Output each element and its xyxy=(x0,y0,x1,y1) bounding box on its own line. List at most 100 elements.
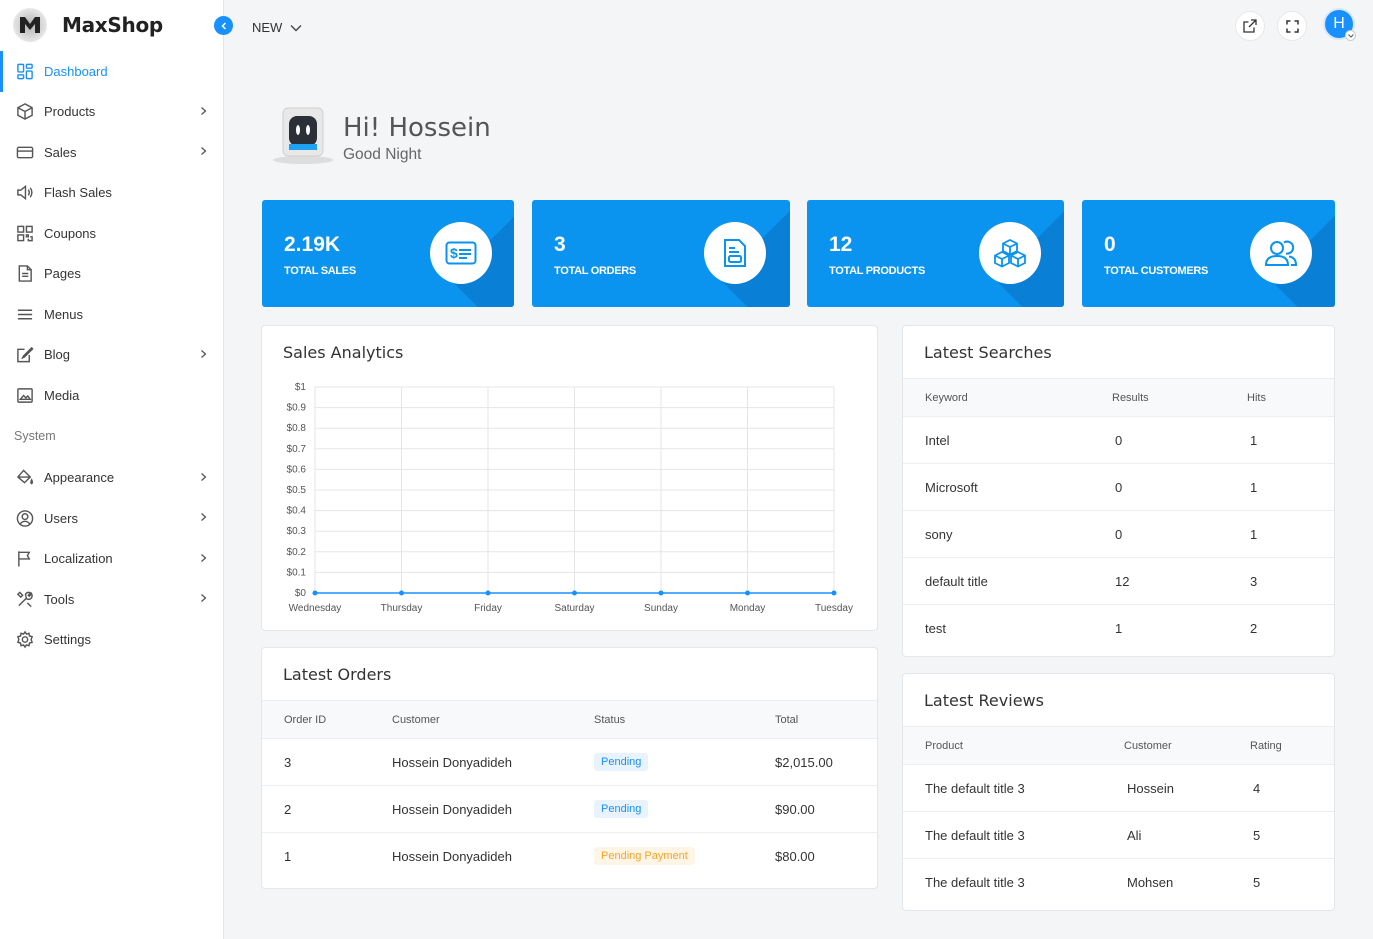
data-point xyxy=(399,590,404,596)
status-badge: Pending xyxy=(594,753,649,771)
stat-card-total-sales[interactable]: 2.19K Total Sales $ xyxy=(262,200,514,307)
brand[interactable]: MaxShop xyxy=(0,0,223,50)
sidebar-item-label: Menus xyxy=(44,306,84,322)
chevron-right-icon xyxy=(201,147,207,155)
sidebar: MaxShop Dashboard Products Sales Flash Sale… xyxy=(0,0,224,939)
sidebar-collapse-button[interactable] xyxy=(214,16,233,35)
fullscreen-button[interactable] xyxy=(1277,11,1307,41)
sidebar-item-sales[interactable]: Sales xyxy=(0,132,223,173)
stat-label: Total Customers xyxy=(1104,265,1209,277)
stat-value: 3 xyxy=(554,233,566,256)
external-link-icon xyxy=(1243,19,1257,33)
sidebar-item-coupons[interactable]: Coupons xyxy=(0,213,223,254)
credit-card-icon xyxy=(16,143,34,161)
review-product: The default title 3 xyxy=(903,811,1124,859)
data-point xyxy=(572,590,577,596)
sidebar-item-label: Flash Sales xyxy=(44,185,112,201)
sidebar-item-menus[interactable]: Menus xyxy=(0,294,223,335)
stat-card-total-products[interactable]: 12 Total Products xyxy=(807,200,1064,307)
search-hits: 1 xyxy=(1247,416,1334,464)
table-row[interactable]: 2 Hossein Donyadideh Pending $90.00 xyxy=(262,785,877,833)
greeting-subtitle: Good Night xyxy=(343,146,422,163)
sidebar-item-media[interactable]: Media xyxy=(0,375,223,416)
y-tick-label: $0.8 xyxy=(287,423,307,434)
sidebar-item-localization[interactable]: Localization xyxy=(0,539,223,580)
sidebar-item-appearance[interactable]: Appearance xyxy=(0,458,223,499)
search-keyword: default title xyxy=(903,557,1112,605)
users-icon xyxy=(1250,222,1312,284)
search-results: 0 xyxy=(1112,463,1247,511)
brand-name: MaxShop xyxy=(62,13,163,37)
sidebar-item-label: Blog xyxy=(44,347,71,363)
stat-card-total-customers[interactable]: 0 Total Customers xyxy=(1082,200,1335,307)
stat-label: Total Sales xyxy=(284,265,356,277)
table-header-row: Product Customer Rating xyxy=(903,726,1334,765)
sidebar-item-label: Localization xyxy=(44,551,113,567)
table-row: sony 0 1 xyxy=(903,510,1334,558)
review-product: The default title 3 xyxy=(903,764,1124,812)
page-icon xyxy=(16,265,34,283)
search-results: 12 xyxy=(1112,557,1247,605)
x-tick-label: Wednesday xyxy=(289,603,342,614)
order-id[interactable]: 3 xyxy=(262,738,392,786)
new-dropdown[interactable]: NEW xyxy=(252,20,302,35)
latest-orders-panel: Latest Orders Order ID Customer Status T… xyxy=(261,647,878,889)
user-avatar[interactable]: H xyxy=(1323,8,1356,41)
user-circle-icon xyxy=(16,509,34,527)
sidebar-item-label: Products xyxy=(44,104,96,120)
table-row: The default title 3 Mohsen 5 xyxy=(903,859,1334,906)
order-id[interactable]: 2 xyxy=(262,785,392,833)
search-hits: 3 xyxy=(1247,557,1334,605)
x-tick-label: Monday xyxy=(730,603,766,614)
y-tick-label: $0.7 xyxy=(287,444,307,455)
column-header: Product xyxy=(903,726,1124,765)
sidebar-item-label: Settings xyxy=(44,632,91,648)
dashboard-icon xyxy=(16,62,34,80)
y-tick-label: $0.4 xyxy=(287,506,307,517)
megaphone-icon xyxy=(16,184,34,202)
status-badge: Pending xyxy=(594,800,649,818)
sidebar-item-settings[interactable]: Settings xyxy=(0,620,223,661)
search-keyword: Intel xyxy=(903,416,1112,464)
sidebar-item-products[interactable]: Products xyxy=(0,92,223,133)
stat-value: 0 xyxy=(1104,233,1116,256)
table-row: Microsoft 0 1 xyxy=(903,463,1334,511)
brand-logo-icon xyxy=(12,7,48,43)
table-row[interactable]: 3 Hossein Donyadideh Pending $2,015.00 xyxy=(262,738,877,786)
sidebar-item-users[interactable]: Users xyxy=(0,498,223,539)
chevron-right-icon xyxy=(201,106,207,115)
sidebar-item-dashboard[interactable]: Dashboard xyxy=(0,51,223,92)
gear-icon xyxy=(16,630,34,649)
table-row[interactable]: 1 Hossein Donyadideh Pending Payment $80.00 xyxy=(262,833,877,880)
table-header-row: Keyword Results Hits xyxy=(903,378,1334,417)
greeting-robot-icon xyxy=(271,106,335,166)
order-document-icon xyxy=(704,222,766,284)
column-header: Order ID xyxy=(262,700,392,739)
chevron-right-icon xyxy=(201,472,207,481)
sidebar-item-flash-sales[interactable]: Flash Sales xyxy=(0,173,223,214)
order-total: $90.00 xyxy=(775,785,877,833)
review-rating: 4 xyxy=(1250,764,1334,812)
latest-reviews-panel: Latest Reviews Product Customer Rating T… xyxy=(902,673,1335,911)
review-customer: Mohsen xyxy=(1127,874,1174,890)
y-tick-label: $0.1 xyxy=(287,567,307,578)
review-product: The default title 3 xyxy=(925,874,1025,890)
stat-card-total-orders[interactable]: 3 Total Orders xyxy=(532,200,790,307)
sidebar-item-tools[interactable]: Tools xyxy=(0,579,223,620)
box-icon xyxy=(16,103,34,121)
svg-text:$: $ xyxy=(450,245,458,261)
table-row: The default title 3 Ali 5 xyxy=(903,811,1334,859)
order-total: $2,015.00 xyxy=(775,738,877,786)
open-external-button[interactable] xyxy=(1235,11,1265,41)
sidebar-item-blog[interactable]: Blog xyxy=(0,335,223,376)
search-results: 0 xyxy=(1112,510,1247,558)
order-id[interactable]: 1 xyxy=(284,848,292,864)
table-row: Intel 0 1 xyxy=(903,416,1334,464)
panel-title: Sales Analytics xyxy=(283,342,404,362)
sidebar-item-pages[interactable]: Pages xyxy=(0,254,223,295)
chevron-right-icon xyxy=(201,513,207,521)
y-tick-label: $0.6 xyxy=(287,464,307,475)
column-header: Customer xyxy=(1124,726,1250,765)
sidebar-item-label: Appearance xyxy=(44,470,115,486)
review-customer: Ali xyxy=(1124,811,1250,859)
